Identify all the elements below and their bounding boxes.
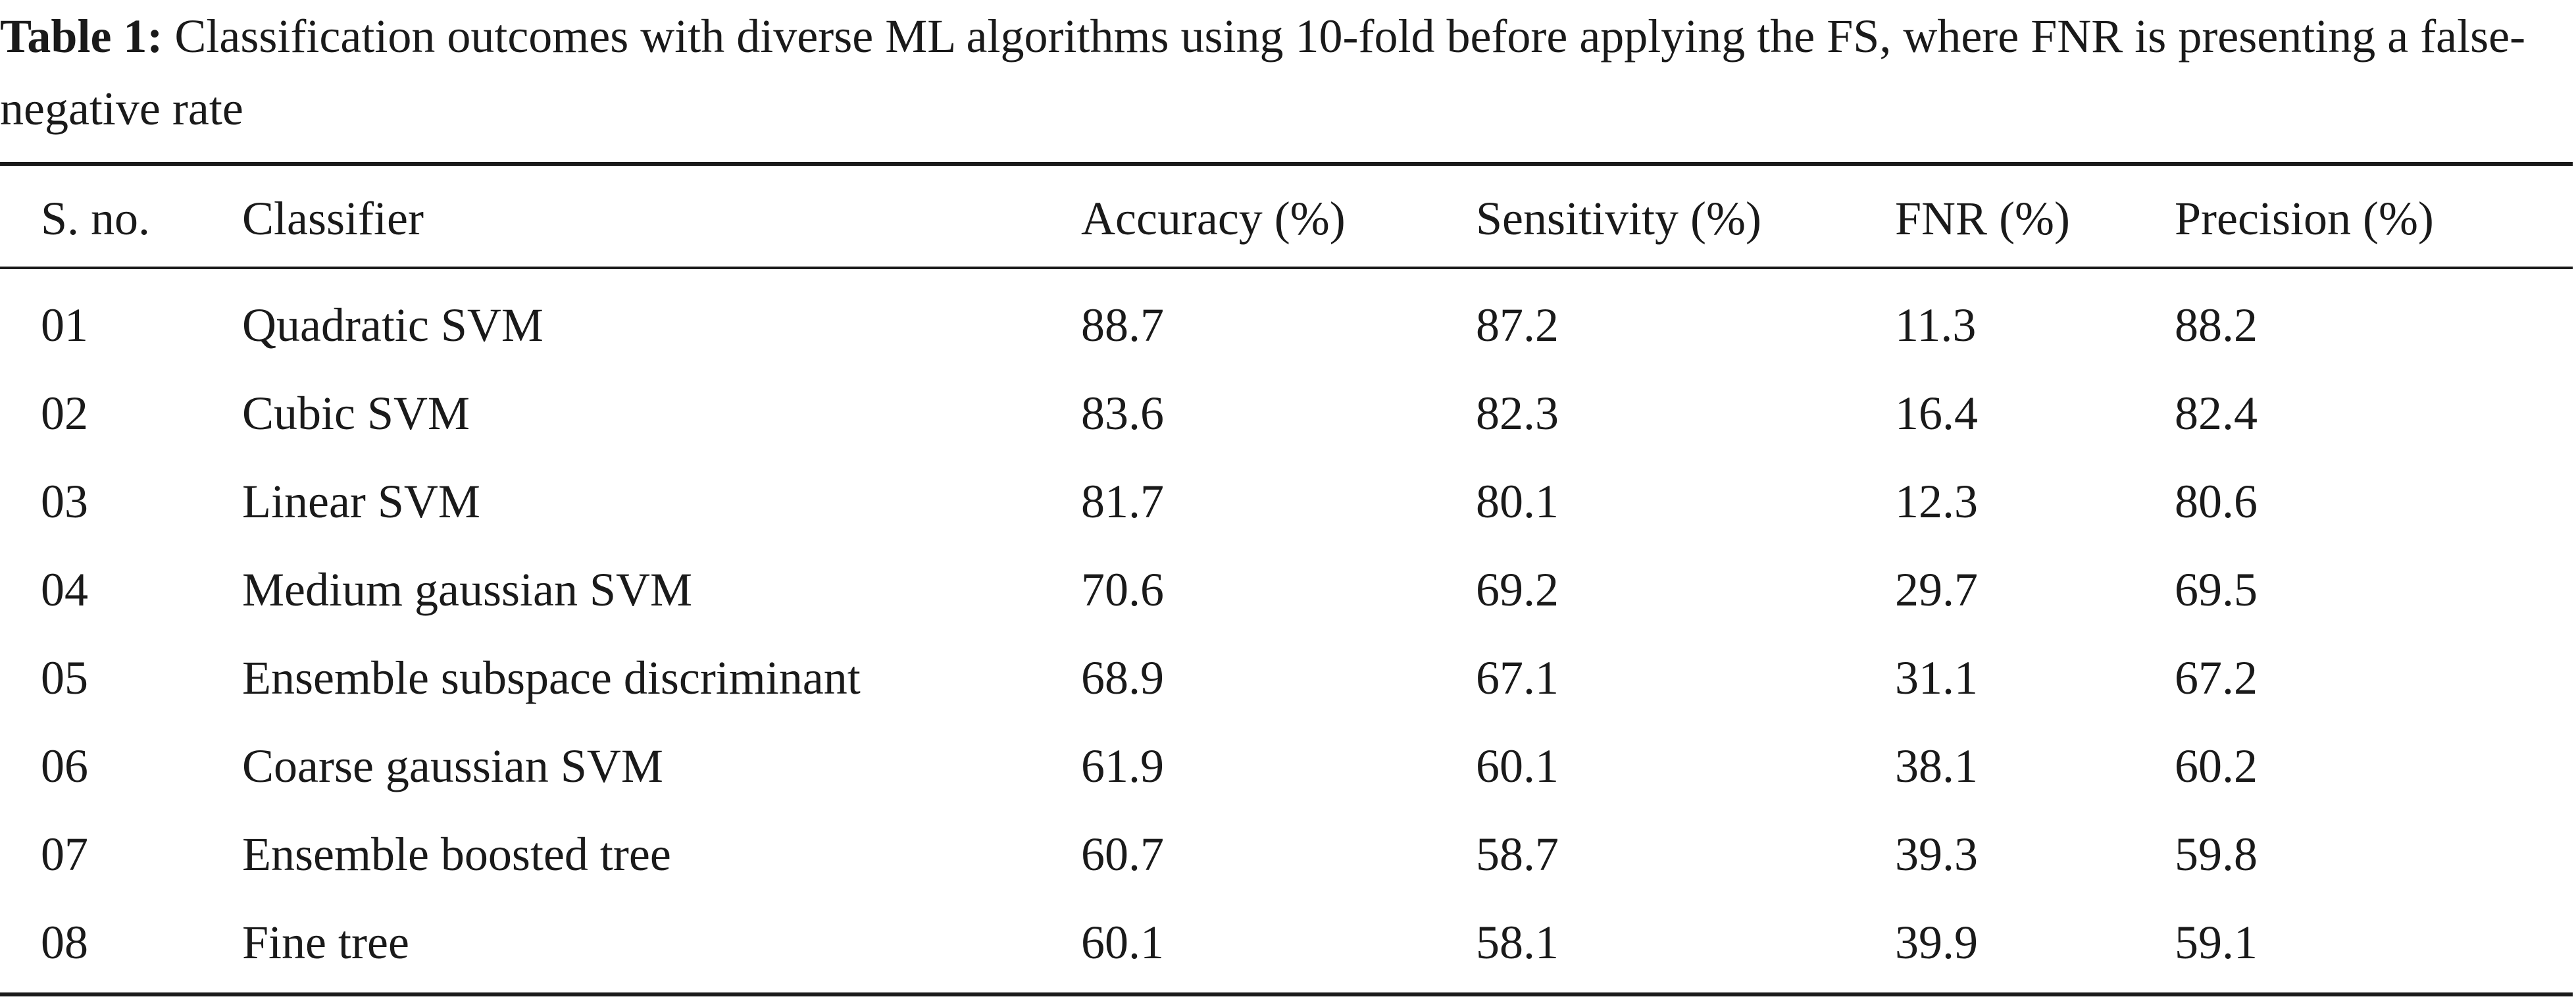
cell-precision: 69.5 [2175, 563, 2258, 616]
cell-precision: 88.2 [2175, 299, 2258, 351]
cell-classifier: Quadratic SVM [242, 299, 543, 351]
cell-sensitivity: 58.7 [1476, 828, 1559, 881]
table-row: 08 Fine tree 60.1 58.1 39.9 59.1 [0, 916, 2576, 969]
cell-sensitivity: 69.2 [1476, 563, 1559, 616]
cell-sno: 06 [41, 740, 88, 792]
table-row: 03 Linear SVM 81.7 80.1 12.3 80.6 [0, 475, 2576, 528]
cell-accuracy: 88.7 [1081, 299, 1164, 351]
cell-sensitivity: 67.1 [1476, 652, 1559, 704]
cell-precision: 82.4 [2175, 387, 2258, 440]
header-sensitivity: Sensitivity (%) [1476, 192, 1761, 245]
cell-classifier: Cubic SVM [242, 387, 470, 440]
cell-sno: 02 [41, 387, 88, 440]
cell-fnr: 39.3 [1895, 828, 1978, 881]
cell-sno: 04 [41, 563, 88, 616]
cell-sensitivity: 87.2 [1476, 299, 1559, 351]
header-precision: Precision (%) [2175, 192, 2434, 245]
cell-sno: 08 [41, 916, 88, 969]
table-caption-label: Table 1: [0, 10, 163, 63]
cell-precision: 80.6 [2175, 475, 2258, 528]
cell-fnr: 31.1 [1895, 652, 1978, 704]
cell-fnr: 16.4 [1895, 387, 1978, 440]
cell-sno: 01 [41, 299, 88, 351]
table-caption-text: Classification outcomes with diverse ML … [0, 10, 2526, 135]
cell-fnr: 29.7 [1895, 563, 1978, 616]
header-classifier: Classifier [242, 192, 424, 245]
table-row: 04 Medium gaussian SVM 70.6 69.2 29.7 69… [0, 563, 2576, 616]
cell-sensitivity: 60.1 [1476, 740, 1559, 792]
cell-accuracy: 60.7 [1081, 828, 1164, 881]
cell-classifier: Ensemble boosted tree [242, 828, 671, 881]
cell-accuracy: 61.9 [1081, 740, 1164, 792]
cell-precision: 59.1 [2175, 916, 2258, 969]
cell-fnr: 12.3 [1895, 475, 1978, 528]
cell-fnr: 11.3 [1895, 299, 1977, 351]
cell-sensitivity: 58.1 [1476, 916, 1559, 969]
cell-accuracy: 83.6 [1081, 387, 1164, 440]
cell-precision: 67.2 [2175, 652, 2258, 704]
header-accuracy: Accuracy (%) [1081, 192, 1346, 245]
cell-classifier: Medium gaussian SVM [242, 563, 692, 616]
cell-sno: 03 [41, 475, 88, 528]
cell-sensitivity: 82.3 [1476, 387, 1559, 440]
table-row: 06 Coarse gaussian SVM 61.9 60.1 38.1 60… [0, 740, 2576, 792]
cell-classifier: Coarse gaussian SVM [242, 740, 663, 792]
cell-accuracy: 68.9 [1081, 652, 1164, 704]
table-row: 02 Cubic SVM 83.6 82.3 16.4 82.4 [0, 387, 2576, 440]
cell-precision: 59.8 [2175, 828, 2258, 881]
cell-classifier: Linear SVM [242, 475, 480, 528]
header-fnr: FNR (%) [1895, 192, 2070, 245]
table-bottom-rule [0, 992, 2573, 996]
cell-precision: 60.2 [2175, 740, 2258, 792]
table-top-rule [0, 162, 2573, 166]
cell-sensitivity: 80.1 [1476, 475, 1559, 528]
cell-sno: 07 [41, 828, 88, 881]
cell-sno: 05 [41, 652, 88, 704]
table-header-rule [0, 267, 2573, 269]
header-sno: S. no. [41, 192, 151, 245]
table-caption: Table 1: Classification outcomes with di… [0, 0, 2566, 145]
cell-classifier: Ensemble subspace discriminant [242, 652, 861, 704]
cell-fnr: 39.9 [1895, 916, 1978, 969]
cell-accuracy: 70.6 [1081, 563, 1164, 616]
cell-accuracy: 81.7 [1081, 475, 1164, 528]
cell-fnr: 38.1 [1895, 740, 1978, 792]
table-row: 05 Ensemble subspace discriminant 68.9 6… [0, 652, 2576, 704]
table-row: 01 Quadratic SVM 88.7 87.2 11.3 88.2 [0, 299, 2576, 351]
table-row: 07 Ensemble boosted tree 60.7 58.7 39.3 … [0, 828, 2576, 881]
cell-classifier: Fine tree [242, 916, 409, 969]
cell-accuracy: 60.1 [1081, 916, 1164, 969]
